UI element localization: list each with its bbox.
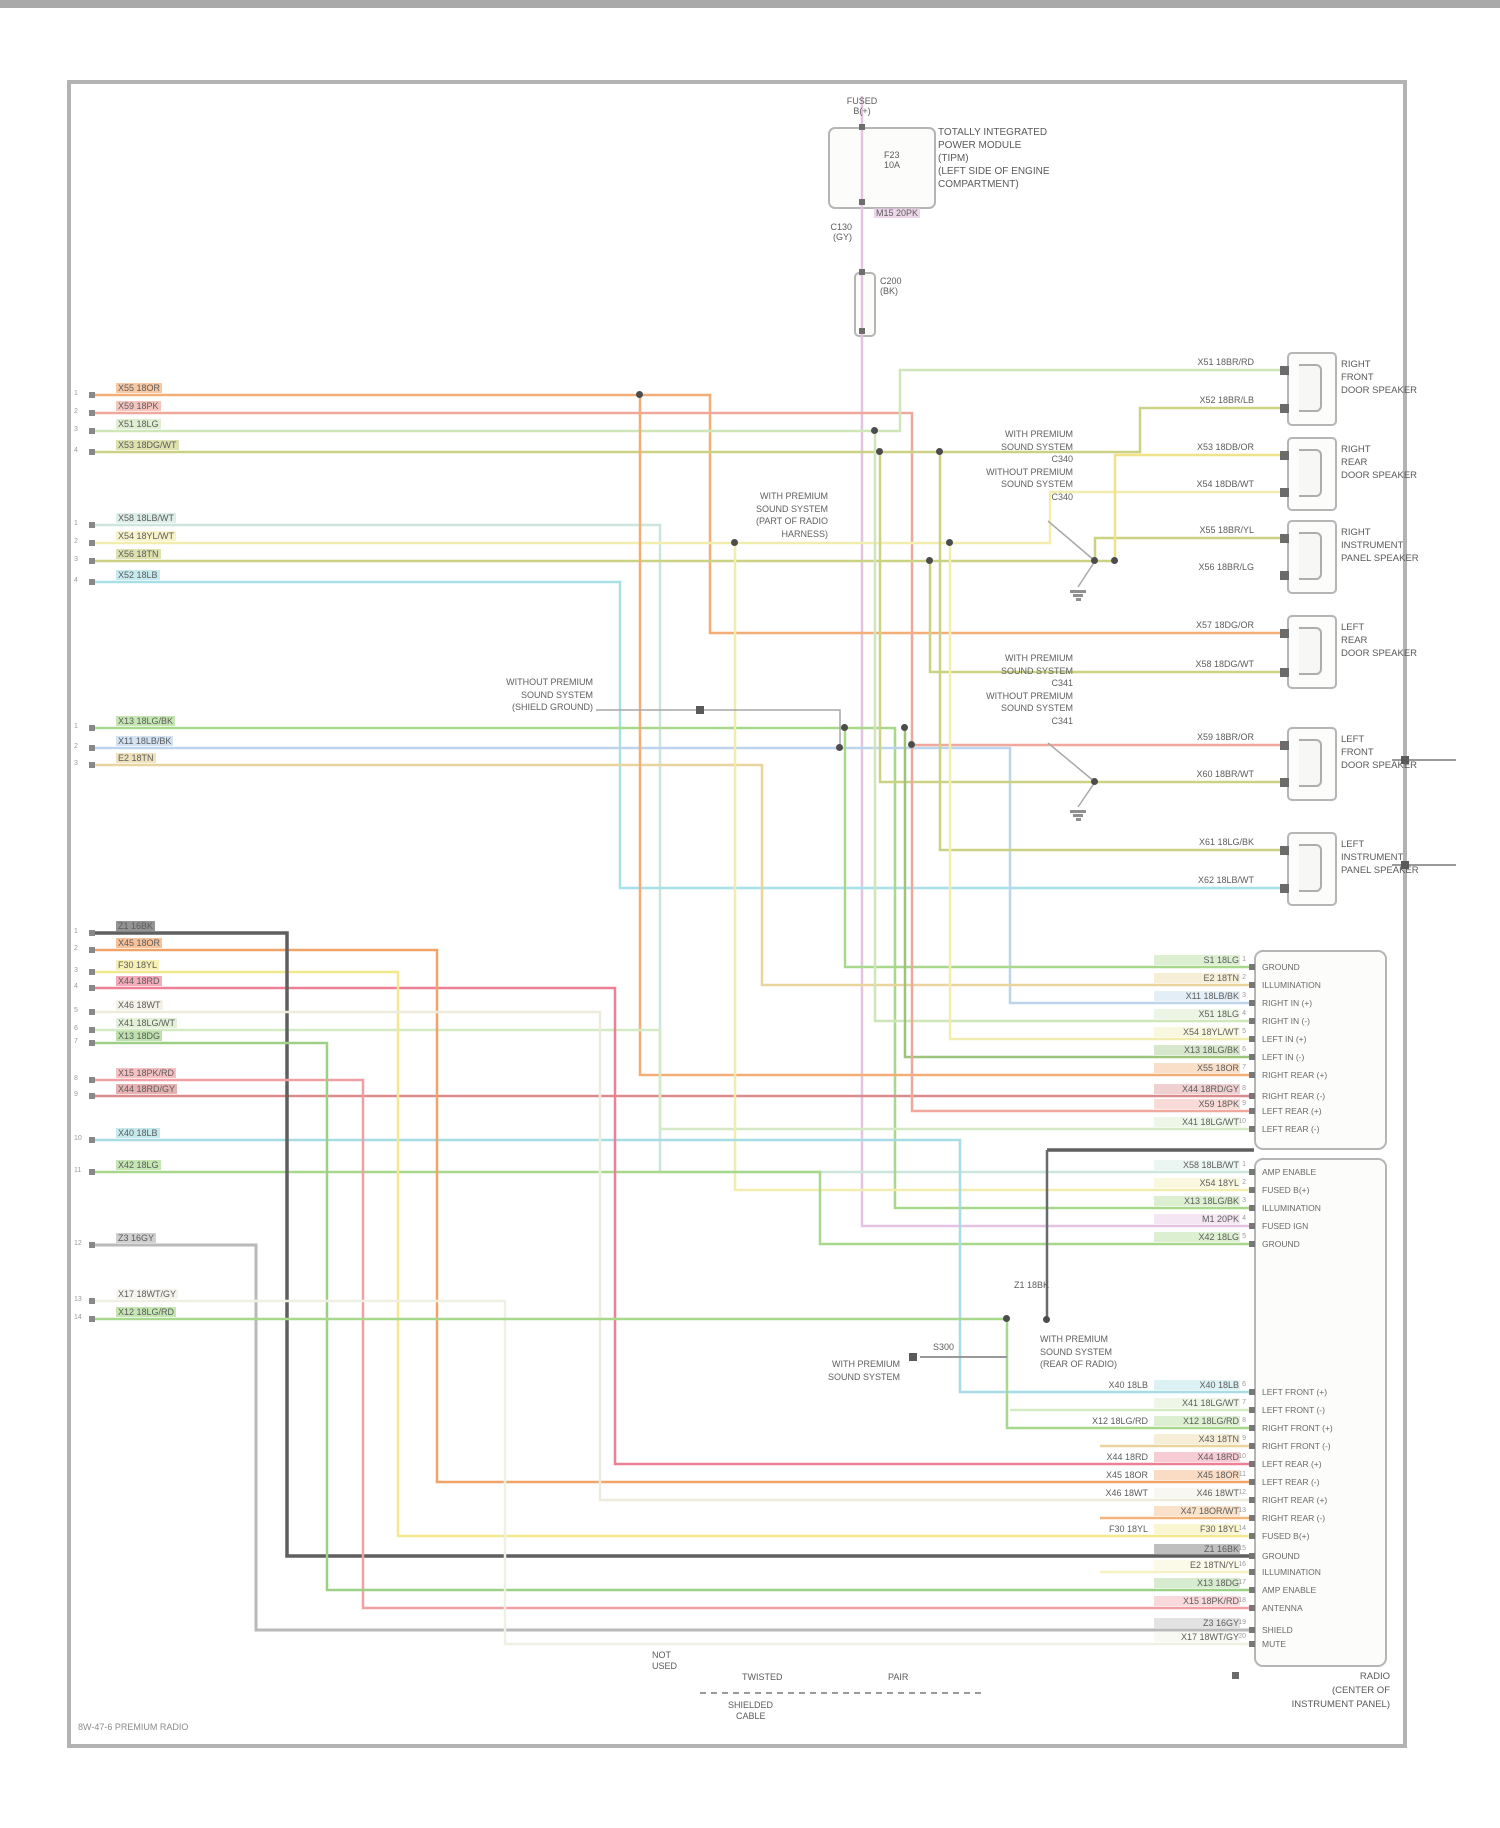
wire-switch2-b (1077, 781, 1096, 808)
wire-amp-row5-yellow (948, 543, 1254, 1041)
wire-wire-a1-orange (95, 393, 1285, 635)
wire-radio-lr-red (95, 986, 1254, 1466)
wire-radio-b-yellow (95, 970, 1254, 1538)
wire-amp-row4-ltgreen (873, 431, 1254, 1023)
wire-ignition-feed-pink (860, 96, 1254, 1228)
wire-switch1-b (1077, 560, 1096, 588)
wire-amp-row9-salmon (910, 745, 1254, 1113)
connector-c130-label: C130 (GY) (830, 222, 852, 242)
wire-shield-link (596, 709, 841, 748)
wire-wire-a2-salmon (95, 411, 1285, 747)
wire-radio-lf-cyan (95, 1138, 1254, 1394)
wire-wire-s2-upper (1113, 453, 1285, 561)
wire-wire-b4-cyan (95, 580, 1285, 890)
wire-amp-row1-green (843, 728, 1254, 969)
module-pin-bottom (859, 199, 865, 205)
wire-wire-b1-teal (95, 523, 1254, 1174)
diagram-border-frame (67, 80, 1407, 1748)
wire-wire-b2-paleyellow (95, 490, 1285, 545)
wire-wire-a3-ltgreen (95, 368, 1285, 433)
wire-wire-c3-tan (95, 763, 1254, 987)
inline-connector-c200 (854, 272, 876, 337)
connector-c200-label: C200 (BK) (880, 276, 902, 296)
module-pin-top (859, 124, 865, 130)
wire-radio-row2-yellow (733, 543, 1254, 1192)
power-module-label: TOTALLY INTEGRATED POWER MODULE (TIPM) (LEF… (938, 127, 1050, 190)
wire-switch2-a (1047, 742, 1096, 783)
diagram-caption: 8W-47-6 PREMIUM RADIO (78, 1722, 189, 1732)
wire-radio-row5-green (95, 1170, 1254, 1246)
wire-amp-row7-orange (638, 395, 1254, 1077)
wire-wire-a4-olive (95, 406, 1285, 454)
wire-mute-white (95, 1299, 1254, 1646)
wire-wire-c2-blue (95, 746, 1254, 1005)
wire-code-m15: M15 20PK (874, 208, 921, 218)
wire-rf-green-b (1005, 1319, 1254, 1430)
wire-shield-gray (95, 1243, 1254, 1632)
wire-wire-s3-upper (1093, 536, 1285, 561)
inline-pin-bottom (859, 328, 865, 334)
wire-wire-s4-lower (928, 561, 1285, 674)
wire-switch1-a (1047, 520, 1096, 562)
wire-enable-green (95, 1041, 1254, 1592)
feed-label: FUSED B(+) (846, 96, 878, 116)
inline-pin-top (859, 269, 865, 275)
fuse-label: F23 10A (884, 150, 901, 170)
wire-wire-s5-lower (878, 452, 1285, 784)
wire-antenna-pink (95, 1078, 1254, 1610)
wire-wire-s6-upper (938, 452, 1285, 852)
wire-rr-white (95, 1010, 1254, 1502)
wire-amp-row6-dkgreen (903, 728, 1254, 1059)
wire-amp-row10-ltgreen (95, 1028, 1254, 1131)
page-top-strip (0, 0, 1500, 8)
wire-radio-lr-orange (95, 948, 1254, 1484)
wire-ground-black (95, 931, 1254, 1558)
